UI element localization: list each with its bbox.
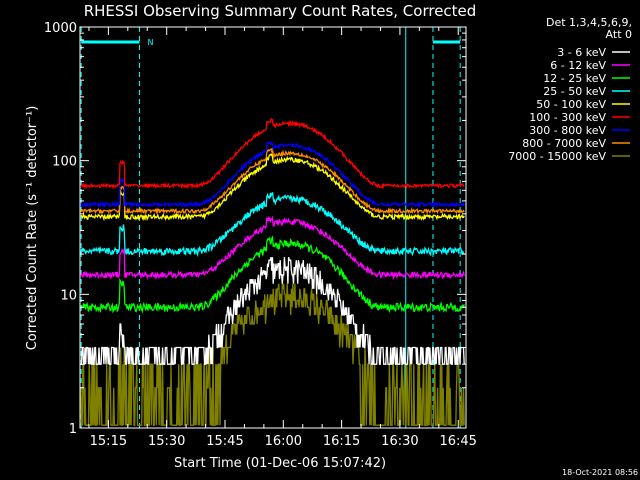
x-axis-label: Start Time (01-Dec-06 15:07:42) xyxy=(174,456,386,471)
plot-frame xyxy=(79,26,467,429)
x-tick-label: 16:45 xyxy=(439,434,476,449)
series-line-100-300-kev xyxy=(80,118,465,190)
series-line-50-100-kev xyxy=(80,152,465,222)
series-line-7000-15000-kev xyxy=(80,283,465,426)
saa-flag-label: N xyxy=(147,38,153,47)
footer-timestamp: 18-Oct-2021 08:56 xyxy=(562,468,638,477)
axes: 1 10 100 1000 15:15 15:30 15:45 16:00 16:15 16:30… xyxy=(44,21,477,449)
x-tick-label: 15:45 xyxy=(206,434,243,449)
legend-label: 50 - 100 keV xyxy=(536,98,606,111)
series-line-12-25-kev xyxy=(80,235,465,314)
y-tick-label: 100 xyxy=(52,155,77,170)
legend-header-attenuator: Att 0 xyxy=(606,28,632,41)
y-axis-label: Corrected Count Rate (s⁻¹ detector⁻¹) xyxy=(25,106,40,351)
x-tick-label: 16:30 xyxy=(381,434,418,449)
series-line-6-12-kev xyxy=(80,215,465,281)
y-tick-label: 1 xyxy=(69,422,77,437)
legend-label: 300 - 800 keV xyxy=(529,124,606,137)
series-line-3-6-kev xyxy=(80,256,465,365)
x-tick-label: 15:30 xyxy=(148,434,185,449)
legend-label: 800 - 7000 keV xyxy=(522,137,606,150)
legend-label: 6 - 12 keV xyxy=(550,59,606,72)
legend-label: 12 - 25 keV xyxy=(543,72,606,85)
y-tick-label: 1000 xyxy=(44,21,77,36)
legend-label: 25 - 50 keV xyxy=(543,85,606,98)
series-line-300-800-kev xyxy=(80,140,465,209)
x-tick-label: 15:15 xyxy=(90,434,127,449)
x-tick-label: 16:15 xyxy=(323,434,360,449)
series-line-25-50-kev xyxy=(80,192,465,258)
legend-label: 100 - 300 keV xyxy=(529,111,606,124)
x-tick-label: 16:00 xyxy=(265,434,302,449)
legend-label: 3 - 6 keV xyxy=(557,46,606,59)
chart-title: RHESSI Observing Summary Count Rates, Co… xyxy=(84,2,477,20)
y-tick-label: 10 xyxy=(60,288,77,303)
legend-header: Det 1,3,4,5,6,9, xyxy=(546,16,632,29)
legend-label: 7000 - 15000 keV xyxy=(508,150,606,163)
plot-area: N xyxy=(80,27,465,428)
